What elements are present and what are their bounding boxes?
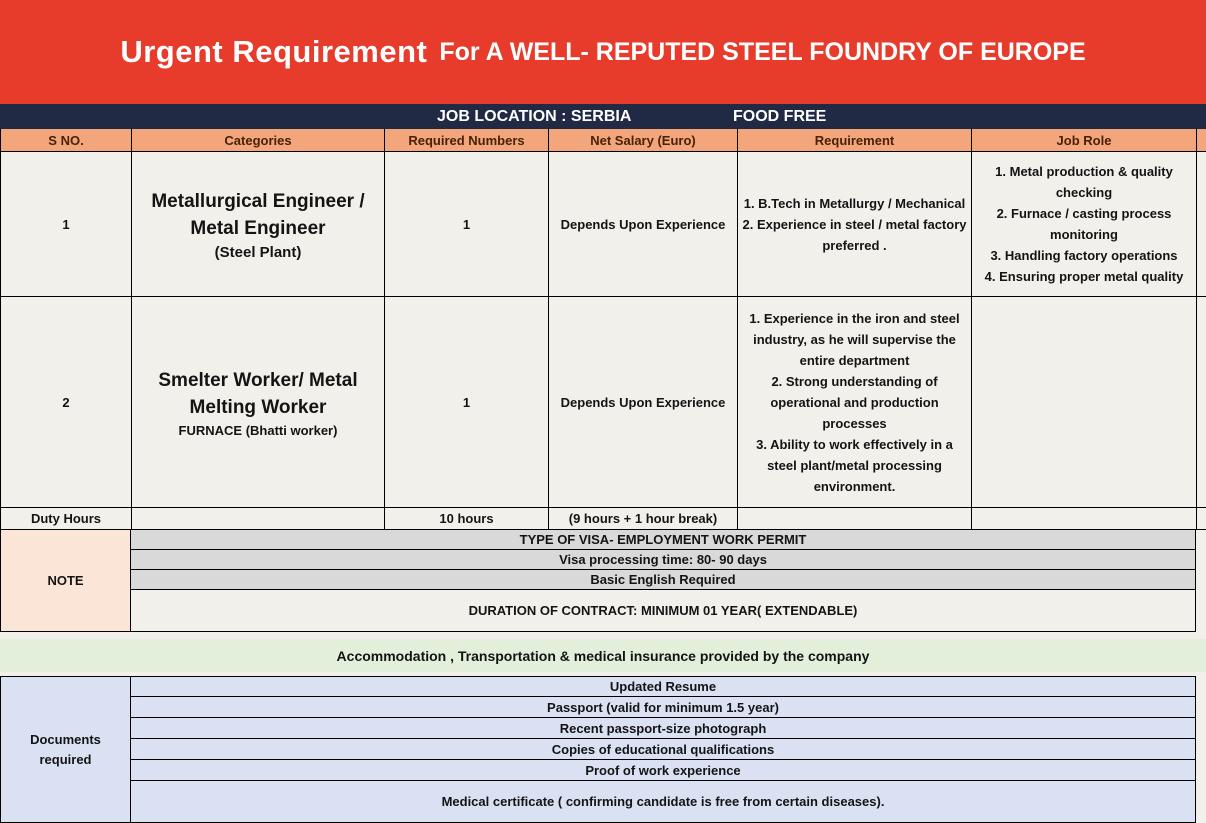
note-spacer [1196, 530, 1206, 632]
header-sno: S NO. [1, 129, 132, 152]
row1-salary: Depends Upon Experience [549, 152, 738, 297]
header-job-role: Job Role [972, 129, 1197, 152]
row1-category-title: Metallurgical Engineer / Metal Engineer [151, 190, 365, 239]
document-qualifications: Copies of educational qualifications [131, 739, 1196, 760]
job-location-text: JOB LOCATION : SERBIA [437, 107, 632, 125]
duty-hours-spacer [1197, 508, 1206, 530]
row2-requirement: 1. Experience in the iron and steel indu… [738, 297, 972, 508]
header-spacer [1197, 129, 1206, 152]
duty-hours-empty-job-role [972, 508, 1197, 530]
banner-title-rest: For A WELL- REPUTED STEEL FOUNDRY OF EUR… [439, 37, 1086, 66]
duty-hours-break-info: (9 hours + 1 hour break) [549, 508, 738, 530]
document-work-experience: Proof of work experience [131, 760, 1196, 781]
header-net-salary: Net Salary (Euro) [549, 129, 738, 152]
duty-hours-empty-requirement [738, 508, 972, 530]
header-categories: Categories [132, 129, 385, 152]
note-label: NOTE [0, 530, 131, 632]
row1-category-sub: (Steel Plant) [214, 243, 302, 261]
documents-spacer [1196, 676, 1206, 823]
location-bar: JOB LOCATION : SERBIA FOOD FREE [0, 104, 1206, 129]
food-free-text: FOOD FREE [733, 107, 827, 125]
note-english-requirement: Basic English Required [131, 570, 1196, 590]
duty-hours-label: Duty Hours [1, 508, 132, 530]
benefits-band: Accommodation , Transportation & medical… [0, 639, 1206, 672]
duty-hours-empty-categories [132, 508, 385, 530]
job-table: S NO. Categories Required Numbers Net Sa… [0, 129, 1206, 530]
red-banner: Urgent Requirement For A WELL- REPUTED S… [0, 0, 1206, 104]
document-medical-certificate: Medical certificate ( confirming candida… [131, 781, 1196, 823]
header-required-numbers: Required Numbers [385, 129, 549, 152]
row2-category-title: Smelter Worker/ Metal Melting Worker [158, 369, 358, 418]
documents-label: Documents required [0, 676, 131, 823]
row1-required-number: 1 [385, 152, 549, 297]
banner-title-emphasis: Urgent Requirement [120, 34, 428, 69]
row2-job-role [972, 297, 1197, 508]
row1-requirement: 1. B.Tech in Metallurgy / Mechanical 2. … [738, 152, 972, 297]
row2-required-number: 1 [385, 297, 549, 508]
row2-category-sub: FURNACE (Bhatti worker) [178, 422, 338, 438]
document-photograph: Recent passport-size photograph [131, 718, 1196, 739]
note-visa-processing-time: Visa processing time: 80- 90 days [131, 550, 1196, 570]
row2-sno: 2 [1, 297, 132, 508]
row1-sno: 1 [1, 152, 132, 297]
document-passport: Passport (valid for minimum 1.5 year) [131, 697, 1196, 718]
document-updated-resume: Updated Resume [131, 676, 1196, 697]
row1-job-role: 1. Metal production & quality checking 2… [972, 152, 1197, 297]
note-section: NOTE TYPE OF VISA- EMPLOYMENT WORK PERMI… [0, 530, 1206, 632]
row1-spacer [1197, 152, 1206, 297]
row2-salary: Depends Upon Experience [549, 297, 738, 508]
note-visa-type: TYPE OF VISA- EMPLOYMENT WORK PERMIT [131, 530, 1196, 550]
header-requirement: Requirement [738, 129, 972, 152]
row2-category: Smelter Worker/ Metal Melting Worker FUR… [132, 297, 385, 508]
row1-category: Metallurgical Engineer / Metal Engineer … [132, 152, 385, 297]
row2-spacer [1197, 297, 1206, 508]
documents-section: Documents required Updated Resume Passpo… [0, 676, 1206, 823]
note-contract-duration: DURATION OF CONTRACT: MINIMUM 01 YEAR( E… [131, 590, 1196, 632]
duty-hours-value: 10 hours [385, 508, 549, 530]
